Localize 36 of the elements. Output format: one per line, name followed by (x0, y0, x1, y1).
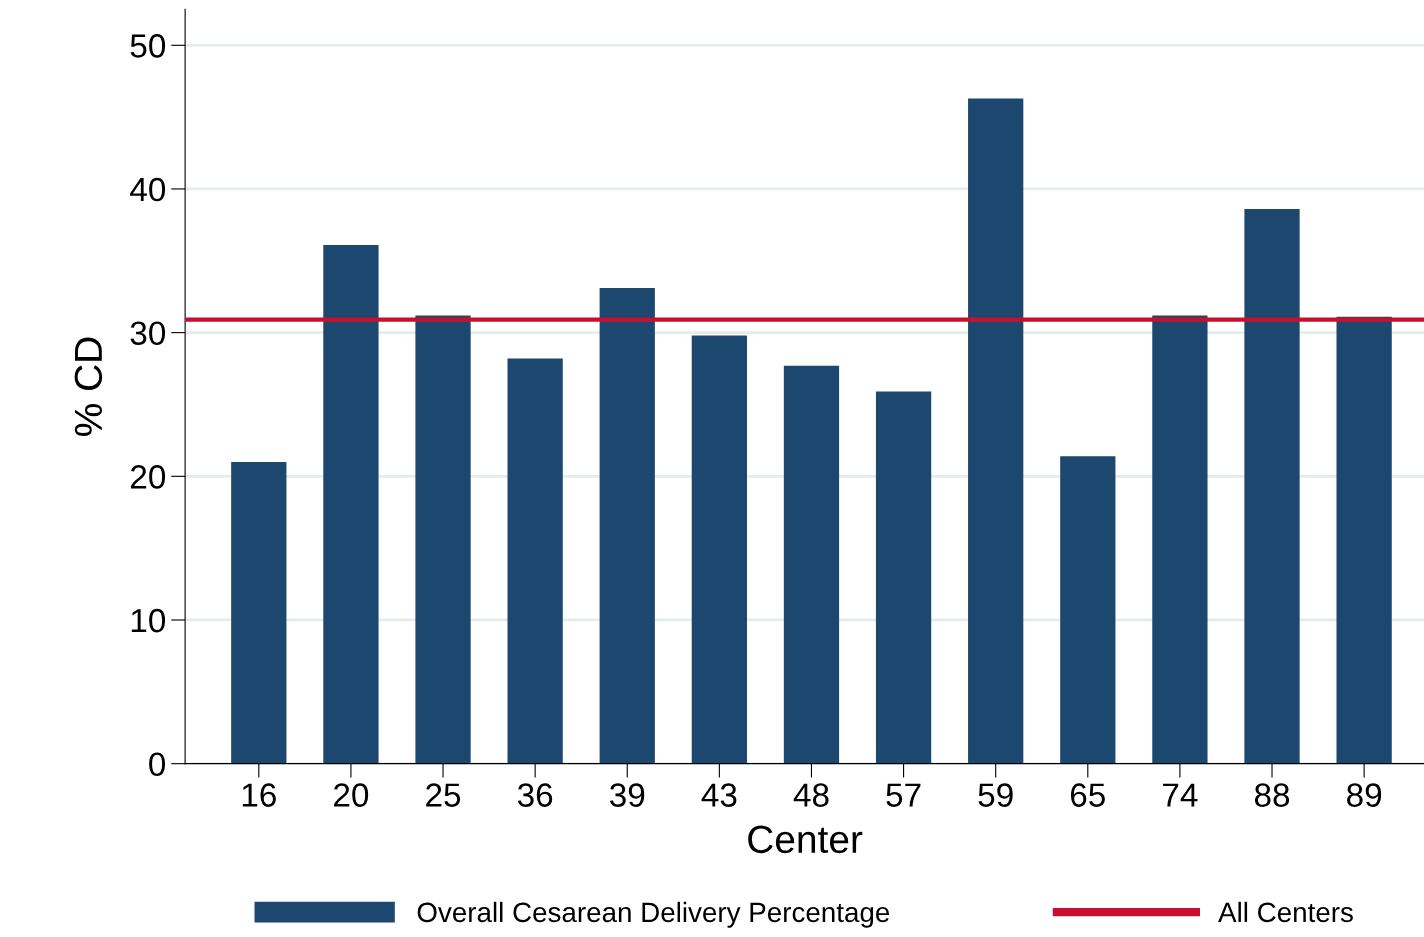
bar (1336, 316, 1392, 764)
legend-label: All Centers (1218, 901, 1353, 923)
y-axis-title: % CD (74, 337, 103, 436)
x-tick-label: 88 (1254, 783, 1290, 807)
x-tick-label: 65 (1070, 783, 1105, 807)
bar (691, 335, 747, 764)
bar (323, 244, 379, 764)
y-tick-label: 40 (130, 177, 166, 202)
bar (968, 98, 1024, 764)
y-tick-label: 0 (149, 752, 166, 777)
legend-label: Overall Cesarean Delivery Percentage (417, 901, 890, 928)
bar (1060, 456, 1116, 764)
x-tick-label: 16 (242, 783, 276, 807)
y-tick-label: 10 (131, 608, 166, 633)
x-tick-label: 25 (426, 783, 461, 807)
bar (415, 315, 471, 764)
x-tick-label: 20 (334, 783, 369, 807)
x-tick-label: 39 (609, 783, 645, 807)
bar (1244, 209, 1300, 764)
bar (507, 358, 563, 764)
x-tick-label: 36 (517, 783, 553, 807)
bar (783, 365, 840, 764)
y-tick-label: 50 (130, 34, 166, 58)
bar (1152, 315, 1208, 764)
y-tick-label: 30 (130, 321, 166, 346)
y-tick-label: 20 (130, 465, 166, 489)
x-tick-label: 89 (1347, 783, 1382, 807)
x-tick-label: 48 (793, 783, 829, 807)
x-tick-label: 57 (886, 783, 921, 807)
x-tick-label: 74 (1163, 783, 1198, 807)
bar (599, 288, 655, 764)
bar (231, 461, 287, 764)
x-axis-title: Center (748, 825, 863, 854)
x-tick-label: 59 (978, 783, 1013, 807)
x-tick-label: 43 (701, 783, 737, 807)
bar (875, 391, 932, 764)
